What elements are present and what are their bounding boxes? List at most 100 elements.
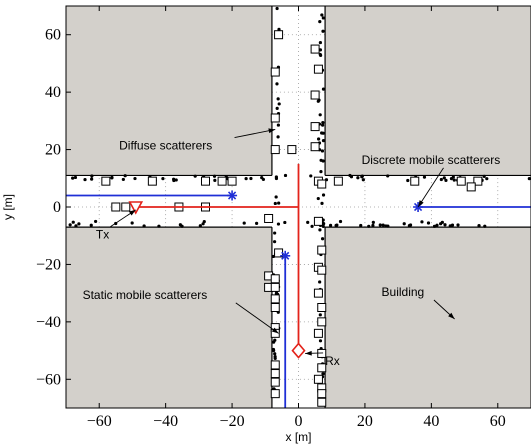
scatter-dot <box>371 223 375 228</box>
scatter-dot <box>274 175 278 179</box>
scatter-dot <box>89 223 93 227</box>
scatter-dot <box>318 280 322 284</box>
x-tick-label: −60 <box>87 413 112 430</box>
scatter-dot <box>309 174 313 178</box>
scatter-dot <box>320 13 324 17</box>
x-tick-label: −40 <box>153 413 178 430</box>
static-scatterer-square <box>101 176 111 186</box>
scatter-dot <box>110 176 114 180</box>
scatter-dot <box>174 178 178 182</box>
scatter-dot <box>371 220 375 225</box>
static-scatterer-square <box>270 377 280 387</box>
x-tick-label: 60 <box>490 413 506 430</box>
mobile-star-marker-5 <box>280 250 291 261</box>
annotation-4: Static mobile scatterers <box>83 288 208 302</box>
y-tick-label: −40 <box>36 314 61 331</box>
scatter-dot <box>273 201 277 206</box>
scatter-dot <box>318 113 322 117</box>
scatter-dot <box>321 29 325 33</box>
static-scatterer-square <box>317 179 327 189</box>
scatter-dot <box>338 219 343 224</box>
scatter-dot <box>321 123 325 127</box>
static-scatterer-square <box>274 30 284 40</box>
static-scatterer-square <box>147 176 157 186</box>
scatter-dot <box>73 175 78 180</box>
annotation-arrowhead-3 <box>128 209 136 216</box>
static-scatterer-square <box>317 245 327 255</box>
annotation-arrowhead-5 <box>448 312 455 319</box>
static-scatterer-square <box>333 176 343 186</box>
scatter-dot <box>485 177 489 181</box>
trajectory-paths <box>66 163 531 408</box>
static-scatterer-square <box>317 397 327 407</box>
static-scatterer-square <box>270 274 280 284</box>
scatter-dot <box>442 176 446 180</box>
scatter-dot <box>275 106 279 110</box>
static-scatterer-square <box>270 294 280 304</box>
scatter-dot <box>142 224 146 228</box>
static-scatterer-square <box>217 176 227 186</box>
static-scatterer-square <box>410 176 420 186</box>
scatter-dot <box>123 174 127 178</box>
building-4 <box>325 227 531 408</box>
scatter-dot <box>319 158 323 162</box>
scatter-dot <box>320 201 324 205</box>
annotation-arrowhead-4 <box>271 327 279 334</box>
scatter-dot <box>273 231 277 235</box>
scatter-dot <box>202 219 206 224</box>
axis-ticks: −60 −40 −20 0 20 40 60 −60 −40 −20 0 20 40 60 <box>36 6 506 430</box>
static-scatterer-square <box>317 317 327 327</box>
x-tick-label: −20 <box>220 413 245 430</box>
annotation-6: Rx <box>325 354 340 368</box>
building-1 <box>66 6 272 176</box>
scatter-dot <box>444 178 448 182</box>
scatter-dot <box>274 195 278 199</box>
building-2 <box>325 6 531 176</box>
scatter-dot <box>320 237 325 241</box>
rx-marker <box>291 342 306 359</box>
static-scatterer-square <box>270 282 280 292</box>
static-scatterer-square <box>317 303 327 312</box>
scatter-dot <box>277 201 281 205</box>
annotation-arrowhead-2 <box>418 200 424 207</box>
scatter-dot <box>77 222 81 226</box>
static-scatterer-square <box>121 202 131 212</box>
static-scatterer-square <box>313 328 323 338</box>
static-scatterer-square <box>264 213 274 223</box>
scatter-dot <box>439 177 443 182</box>
scatter-dot <box>90 177 94 181</box>
scatter-dot <box>249 176 253 181</box>
scatter-dot <box>94 219 98 224</box>
scatter-dot <box>260 176 264 180</box>
scatter-dot <box>318 40 322 45</box>
annotation-arrowhead-6 <box>305 350 312 356</box>
scatter-dot <box>71 220 75 224</box>
annotation-arrow-2 <box>417 167 444 208</box>
scatter-dot <box>452 178 456 182</box>
static-scatterer-square <box>456 176 466 186</box>
mobile-star-marker-5-stroke <box>281 251 290 260</box>
scatter-dot <box>277 102 281 106</box>
scatter-dot <box>273 338 277 342</box>
static-scatterer-square <box>466 182 476 192</box>
scatter-dot <box>321 138 326 143</box>
scatter-dot <box>213 178 217 183</box>
scatter-dot <box>276 135 280 139</box>
scatter-dot <box>451 175 455 179</box>
scatter-dot <box>359 223 363 228</box>
scatter-dot <box>255 221 259 225</box>
x-tick-label: 0 <box>295 413 303 430</box>
y-tick-label: 20 <box>45 142 61 159</box>
scatter-dot <box>321 87 326 91</box>
scatter-dot <box>319 53 323 57</box>
scatter-dot <box>277 27 281 31</box>
static-scatterer-square <box>111 202 121 212</box>
scatter-dot <box>83 177 87 182</box>
building-areas <box>66 6 531 408</box>
scatter-dot <box>133 176 137 181</box>
scatter-dot <box>316 196 320 201</box>
scatter-dot <box>381 223 385 227</box>
scatter-dot <box>275 82 279 86</box>
scatter-dot <box>273 352 277 356</box>
tx-marker <box>128 201 144 215</box>
